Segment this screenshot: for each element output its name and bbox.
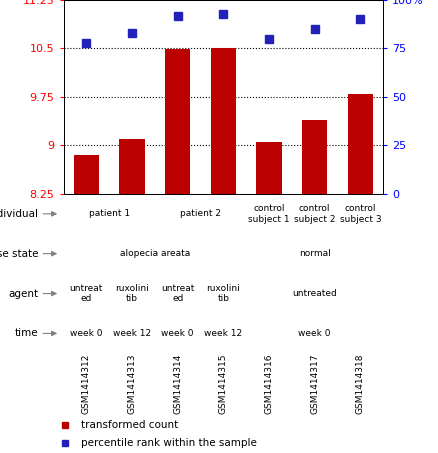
Text: untreat
ed: untreat ed	[161, 284, 194, 303]
Text: week 0: week 0	[298, 329, 331, 338]
Text: transformed count: transformed count	[81, 420, 178, 430]
Text: week 0: week 0	[162, 329, 194, 338]
Bar	[348, 94, 373, 194]
Text: control
subject 2: control subject 2	[294, 204, 336, 223]
Bar	[257, 142, 282, 194]
Text: week 12: week 12	[113, 329, 151, 338]
Bar	[74, 155, 99, 194]
Text: patient 2: patient 2	[180, 209, 221, 218]
Text: individual: individual	[0, 209, 38, 219]
Text: agent: agent	[8, 289, 38, 299]
Text: week 0: week 0	[70, 329, 102, 338]
Text: disease state: disease state	[0, 249, 38, 259]
Bar	[211, 48, 236, 194]
Text: GSM1414314: GSM1414314	[173, 354, 182, 414]
Text: patient 1: patient 1	[88, 209, 130, 218]
Text: GSM1414312: GSM1414312	[82, 354, 91, 414]
Text: time: time	[14, 328, 38, 338]
Text: alopecia areata: alopecia areata	[120, 249, 190, 258]
Text: normal: normal	[299, 249, 331, 258]
Text: ruxolini
tib: ruxolini tib	[115, 284, 149, 303]
Text: week 12: week 12	[204, 329, 243, 338]
Text: untreated: untreated	[292, 289, 337, 298]
Bar	[302, 120, 327, 194]
Text: GSM1414318: GSM1414318	[356, 354, 365, 414]
Text: control
subject 3: control subject 3	[339, 204, 381, 223]
Text: untreat
ed: untreat ed	[70, 284, 103, 303]
Text: GSM1414315: GSM1414315	[219, 354, 228, 414]
Text: ruxolini
tib: ruxolini tib	[206, 284, 240, 303]
Bar	[120, 139, 145, 194]
Text: GSM1414317: GSM1414317	[310, 354, 319, 414]
Text: control
subject 1: control subject 1	[248, 204, 290, 223]
Text: GSM1414316: GSM1414316	[265, 354, 274, 414]
Bar	[165, 49, 190, 194]
Text: percentile rank within the sample: percentile rank within the sample	[81, 439, 257, 448]
Text: GSM1414313: GSM1414313	[127, 354, 137, 414]
